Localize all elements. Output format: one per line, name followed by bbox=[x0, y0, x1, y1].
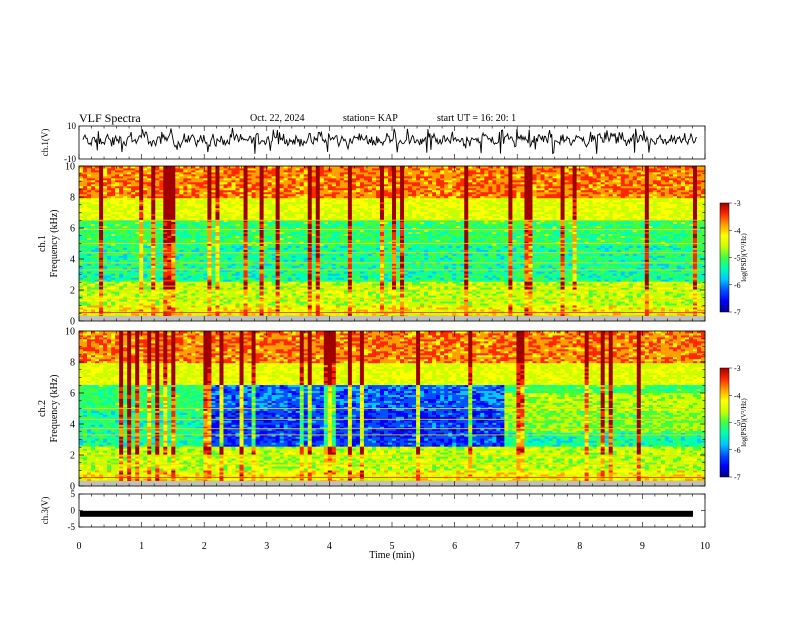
ch1-waveform-line bbox=[83, 128, 697, 154]
station-label: station= KAP bbox=[343, 113, 398, 124]
ch1-y-axis-label: ch.1(V) bbox=[40, 129, 50, 157]
figure-title: VLF Spectra bbox=[79, 111, 141, 126]
date-label: Oct. 22, 2024 bbox=[250, 113, 304, 124]
start-time-label: start UT = 16: 20: 1 bbox=[437, 113, 516, 124]
ch1-spectrogram bbox=[79, 166, 705, 321]
y-tick-label: 10 bbox=[67, 121, 77, 131]
